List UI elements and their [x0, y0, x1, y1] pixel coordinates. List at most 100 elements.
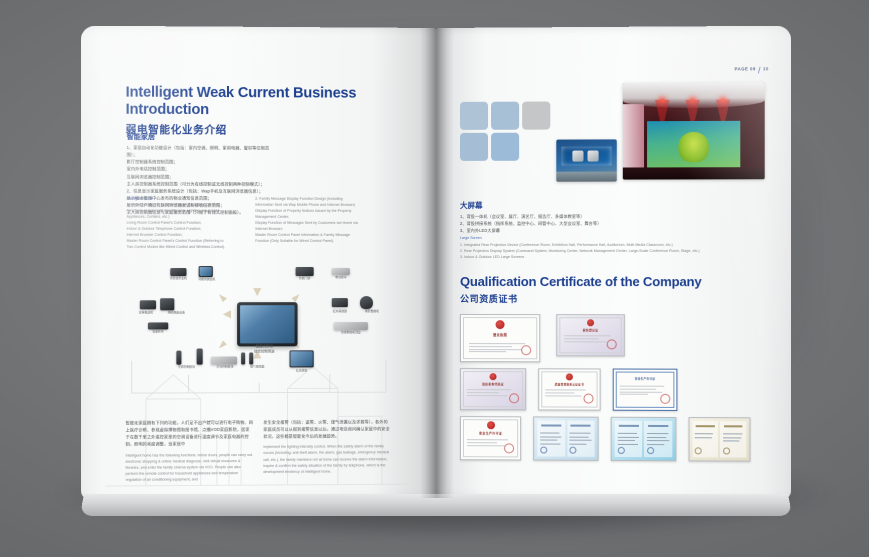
large-screen-items-en: 1. Integrated Rear Projection Device (Co…	[460, 242, 728, 260]
cert-pane-left	[537, 420, 565, 457]
cert-tax-registration[interactable]: 税务登记证	[556, 314, 625, 357]
pane-heading-bar	[618, 424, 639, 427]
device-label: 空调控制模块	[177, 364, 195, 369]
qualification-title-block: Qualification Certificate of the Company…	[460, 274, 732, 306]
swatch-4	[459, 132, 489, 161]
device-info-terminal	[289, 350, 314, 368]
right-page: PAGE 09 / 10	[436, 25, 792, 501]
device-label: 网络路由设备	[167, 310, 185, 315]
cert-badge	[569, 446, 577, 454]
device-label: 红外探测器	[332, 309, 347, 314]
device-motor-curtain	[331, 268, 350, 276]
cert-badge	[647, 447, 655, 455]
certificate-grid: 营业执照 税务登记证	[459, 314, 751, 468]
list-item: Function (Only Suitable for Wired Contro…	[255, 238, 335, 244]
page-number-current: PAGE 09	[734, 66, 756, 72]
cert-business-license[interactable]: 营业执照	[459, 314, 541, 363]
certificate-row: 安全生产许可证	[459, 416, 751, 462]
cert-organization-code[interactable]: 组织机构代码证	[459, 368, 527, 411]
page-number: PAGE 09 / 10	[734, 65, 769, 75]
cert-honor[interactable]	[688, 417, 751, 462]
swatch-3	[522, 101, 551, 130]
cert-pane-left	[614, 420, 643, 458]
cert-system-integration[interactable]	[610, 416, 677, 462]
billboard-product-left	[572, 150, 584, 162]
bottom-cn-right: 发生安全报警（包括：盗警、火警、煤气泄漏以及求救等），各外的家庭成员可以从报到报…	[263, 419, 390, 440]
device-label: 可视对讲主机	[198, 277, 216, 282]
color-swatch-grid	[459, 101, 552, 161]
pane-heading-bar	[724, 424, 743, 427]
certificate-row: 组织机构代码证 质量管理体系认证证书	[459, 368, 750, 411]
english-left-lines: 1. Home Automation Function Design (Incl…	[127, 201, 247, 250]
device-ac-module	[176, 350, 182, 365]
bottom-column-left: 智能化家庭拥有下列的功能，人们足不出户就可以进行电子购物、网上医疗诊断、参观虚拟…	[126, 419, 254, 483]
cert-badge	[695, 447, 703, 455]
large-screen-heading-cn: 大屏幕	[459, 200, 483, 210]
indoor-led-stage-screen-photo	[622, 82, 765, 180]
open-brochure-spread: Intelligent Weak Current Business Introd…	[79, 25, 793, 516]
device-gas-detector	[241, 352, 246, 365]
cert-two-panes	[692, 421, 747, 458]
english-column-left: Intelligent Home 1. Home Automation Func…	[127, 195, 247, 250]
stage-floor	[622, 167, 765, 180]
national-emblem-seal	[565, 373, 573, 381]
cert-two-panes	[614, 420, 673, 458]
left-page-bottom-text: 智能化家庭拥有下列的功能，人们足不出户就可以进行电子购物、网上医疗诊断、参观虚拟…	[126, 418, 390, 482]
device-label: 信息终端	[295, 368, 308, 373]
device-video-intercom	[198, 266, 213, 278]
bottom-en-left: Intelligent home has the following funct…	[125, 452, 253, 482]
device-gateway	[210, 356, 238, 365]
device-label: 智能网络机顶盒	[341, 330, 361, 335]
pane-heading-bar	[696, 424, 715, 427]
cert-safety-production[interactable]: 安全生产许可证	[612, 368, 678, 411]
certificate-row: 营业执照 税务登记证	[459, 314, 750, 363]
smart-home-device-diagram: 背景音乐主机 可视对讲主机 智能门锁 电动窗帘 触摸式移动 综合控制用途	[117, 264, 400, 413]
paper-thickness-edge	[79, 494, 793, 516]
left-page-title-block: Intelligent Weak Current Business Introd…	[126, 84, 358, 137]
swatch-2	[491, 101, 520, 130]
list-item: Two Control Modes like Wired Control and…	[126, 244, 226, 250]
title-en-line2: Introduction	[125, 101, 209, 119]
pane-heading-bar	[570, 424, 591, 427]
bottom-column-right: 发生安全报警（包括：盗警、火警、煤气泄漏以及求救等），各外的家庭成员可以从报到报…	[263, 418, 390, 482]
red-stamp	[583, 393, 594, 404]
cert-двe-panes	[537, 420, 595, 457]
national-emblem-seal	[495, 320, 505, 330]
cert-pane-right	[566, 420, 595, 457]
screen-mascot-graphic	[678, 131, 709, 163]
bottom-en-right: implement the lighting intensity control…	[263, 444, 390, 474]
cert-title: 营业执照	[493, 333, 508, 338]
device-bg-music-host	[170, 268, 187, 277]
large-screen-items-cn: 1、背投一体机（会议室、展厅、演艺厅、报告厅、多媒体教室等） 2、背投拼接系统（…	[460, 213, 728, 235]
device-infrared-detector	[331, 298, 348, 308]
cert-quality-management[interactable]: 质量管理体系认证证书	[538, 368, 601, 411]
device-smart-lock	[295, 267, 314, 277]
cert-enterprise-credit[interactable]	[533, 416, 599, 461]
qualification-title-cn: 公司资质证书	[459, 294, 518, 305]
billboard-panel	[561, 146, 612, 166]
device-label: 电动窗帘	[335, 275, 347, 280]
page-number-total: 10	[762, 66, 769, 72]
list-item: 3、室内外LED大屏幕	[459, 228, 501, 234]
large-screen-section: 大屏幕 1、背投一体机（会议室、展厅、演艺厅、报告厅、多媒体教室等） 2、背投拼…	[460, 199, 728, 260]
cert-badge	[617, 446, 625, 454]
device-label: 煤气探测器	[250, 364, 265, 369]
pane-heading-bar	[541, 424, 562, 427]
cert-pane-right	[644, 420, 673, 458]
qualification-title-en: Qualification Certificate of the Company	[459, 274, 702, 290]
device-dome-camera	[359, 296, 373, 310]
billboard-product-right	[587, 150, 599, 162]
english-right-lines: 2. Family Message Display Function Desig…	[255, 196, 374, 244]
red-stamp	[508, 393, 519, 404]
list-item: 3. Indoor & Outdoor LED Large Screens	[459, 255, 525, 260]
cert-safety-license[interactable]: 安全生产许可证	[459, 416, 522, 461]
cert-title: 质量管理体系认证证书	[554, 383, 584, 387]
device-light-module	[196, 348, 203, 365]
device-label: 智能开关	[152, 329, 164, 334]
device-smoke-detector	[249, 352, 254, 365]
pane-heading-bar	[648, 424, 669, 427]
english-column-right: 2. Family Message Display Function Desig…	[255, 196, 374, 244]
device-telephone	[139, 300, 157, 310]
smart-home-heading-cn: 智能家居	[126, 133, 156, 142]
